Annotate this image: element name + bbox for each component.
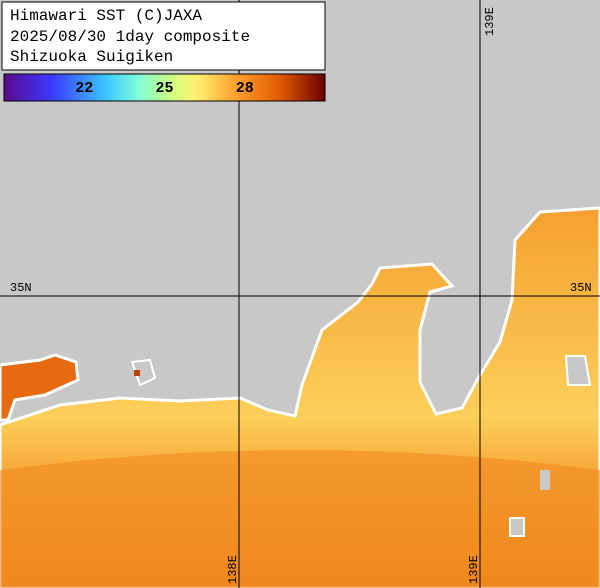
lon-label: 138E — [226, 555, 240, 584]
island — [564, 355, 592, 386]
header-line: Shizuoka Suigiken — [10, 48, 173, 66]
island — [540, 470, 550, 490]
pond — [134, 370, 140, 376]
coastal-warm — [0, 450, 600, 588]
header-box — [1, 1, 326, 71]
colorbar-tick-label: 22 — [75, 80, 93, 97]
lon-label: 139E — [467, 555, 481, 584]
lake — [0, 353, 80, 422]
colorbar-tick-label: 25 — [155, 80, 173, 97]
colorbar-tick-label: 28 — [236, 80, 254, 97]
header-line: 2025/08/30 1day composite — [10, 28, 250, 46]
header-line: Himawari SST (C)JAXA — [10, 7, 202, 25]
lat-label: 35N — [10, 281, 32, 295]
island — [130, 358, 157, 387]
lon-label: 139E — [483, 7, 497, 36]
island — [509, 517, 525, 537]
colorbar — [3, 73, 326, 102]
lat-label: 35N — [570, 281, 592, 295]
